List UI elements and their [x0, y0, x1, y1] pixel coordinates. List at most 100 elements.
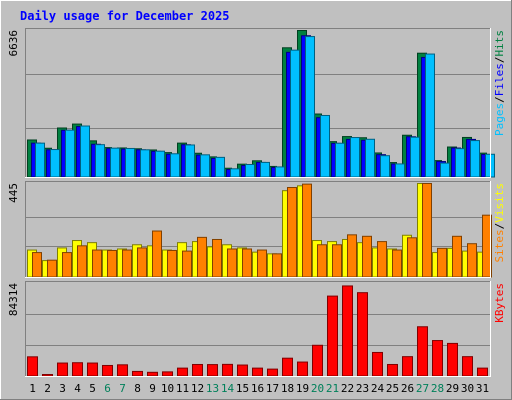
bar-sites: [77, 245, 87, 278]
bar-kbytes: [27, 356, 38, 377]
bar-pages: [155, 150, 165, 178]
bar-sites: [392, 249, 402, 278]
x-tick-label: 5: [89, 382, 96, 395]
bar-sites: [362, 235, 372, 278]
bar-kbytes: [102, 364, 113, 377]
x-tick-label: 11: [176, 382, 189, 395]
bar-pages: [80, 125, 90, 178]
x-tick-label: 2: [44, 382, 51, 395]
legend-label: Sites/Visits: [493, 183, 506, 263]
bar-sites: [107, 249, 117, 278]
bar-pages: [275, 166, 285, 178]
bar-pages: [140, 149, 150, 178]
bar-sites: [152, 230, 162, 278]
chart-title: Daily usage for December 2025: [20, 9, 230, 23]
x-tick-label: 28: [431, 382, 444, 395]
x-tick-label: 14: [221, 382, 235, 395]
x-tick-label: 30: [461, 382, 474, 395]
bar-pages: [350, 137, 360, 178]
series-kbytes: [27, 285, 488, 377]
bar-pages: [440, 162, 450, 178]
bar-sites: [32, 252, 42, 278]
x-tick-label: 1: [29, 382, 36, 395]
panel-hits-files-pages: 6636 Pages/Files/Hits: [7, 28, 506, 178]
bar-sites: [197, 236, 207, 278]
bar-sites: [122, 249, 132, 278]
y-max-label: 84314: [7, 283, 20, 316]
bar-kbytes: [462, 356, 473, 377]
bar-kbytes: [192, 363, 203, 377]
bar-sites: [332, 244, 342, 278]
bar-sites: [47, 259, 57, 278]
y-max-label: 6636: [7, 30, 20, 57]
bar-pages: [410, 136, 420, 178]
bar-kbytes: [357, 292, 368, 377]
bar-pages: [260, 161, 270, 178]
bar-kbytes: [117, 364, 128, 377]
bar-kbytes: [42, 374, 53, 377]
x-axis-labels: 1 2 3 4 5 6 7 8 9 10 11 12 13 14 15 16 17 18 19 20 21 22 23 24 2…: [29, 382, 489, 395]
bar-kbytes: [147, 371, 158, 377]
bar-kbytes: [402, 356, 413, 377]
x-tick-label: 27: [416, 382, 429, 395]
bar-pages: [95, 144, 105, 178]
bar-pages: [380, 155, 390, 178]
legend-sites: Sites: [493, 229, 506, 262]
bar-sites: [422, 183, 432, 278]
bar-sites: [92, 249, 102, 278]
bar-kbytes: [327, 295, 338, 377]
bar-sites: [227, 248, 237, 278]
bar-kbytes: [237, 364, 248, 377]
x-tick-label: 10: [161, 382, 174, 395]
bar-kbytes: [282, 357, 293, 377]
x-tick-label: 9: [149, 382, 156, 395]
panel-kbytes: 84314 KBytes: [7, 281, 506, 377]
legend-label: Pages/Files/Hits: [493, 30, 506, 136]
bar-pages: [290, 49, 300, 178]
bar-kbytes: [312, 344, 323, 377]
bar-sites: [467, 243, 477, 278]
bar-sites: [182, 250, 192, 278]
bar-pages: [65, 129, 75, 178]
x-tick-label: 3: [59, 382, 66, 395]
bar-kbytes: [162, 371, 173, 377]
y-max-label: 445: [7, 183, 20, 203]
legend-hits: Hits: [493, 30, 506, 57]
x-tick-label: 24: [371, 382, 385, 395]
x-tick-label: 29: [446, 382, 459, 395]
legend-label: KBytes: [493, 283, 506, 323]
bar-pages: [215, 156, 225, 178]
bar-sites: [257, 249, 267, 278]
bar-pages: [50, 149, 60, 178]
bar-pages: [455, 148, 465, 178]
chart-panels: 6636 Pages/Files/Hits 445 Sites/Visits 84314…: [7, 28, 506, 377]
bar-kbytes: [447, 342, 458, 377]
x-tick-label: 4: [74, 382, 81, 395]
x-tick-label: 31: [476, 382, 489, 395]
x-tick-label: 25: [386, 382, 399, 395]
legend-kbytes: KBytes: [493, 283, 506, 323]
x-tick-label: 13: [206, 382, 219, 395]
bar-pages: [170, 153, 180, 178]
bar-sites: [212, 238, 222, 278]
bar-sites: [62, 252, 72, 278]
x-tick-label: 26: [401, 382, 414, 395]
x-tick-label: 21: [326, 382, 339, 395]
x-tick-label: 19: [296, 382, 309, 395]
bar-kbytes: [72, 362, 83, 377]
bar-sites: [452, 235, 462, 278]
x-tick-label: 16: [251, 382, 264, 395]
bar-kbytes: [207, 364, 218, 377]
bar-pages: [305, 36, 315, 178]
bar-sites: [437, 247, 447, 278]
panel-visits-sites: 445 Sites/Visits: [7, 181, 506, 278]
bar-pages: [200, 154, 210, 178]
bar-sites: [407, 237, 417, 278]
x-tick-label: 17: [266, 382, 279, 395]
bar-kbytes: [372, 351, 383, 377]
x-tick-label: 7: [119, 382, 126, 395]
bar-sites: [287, 187, 297, 278]
bar-kbytes: [132, 370, 143, 377]
bar-pages: [395, 163, 405, 178]
bar-pages: [320, 114, 330, 178]
